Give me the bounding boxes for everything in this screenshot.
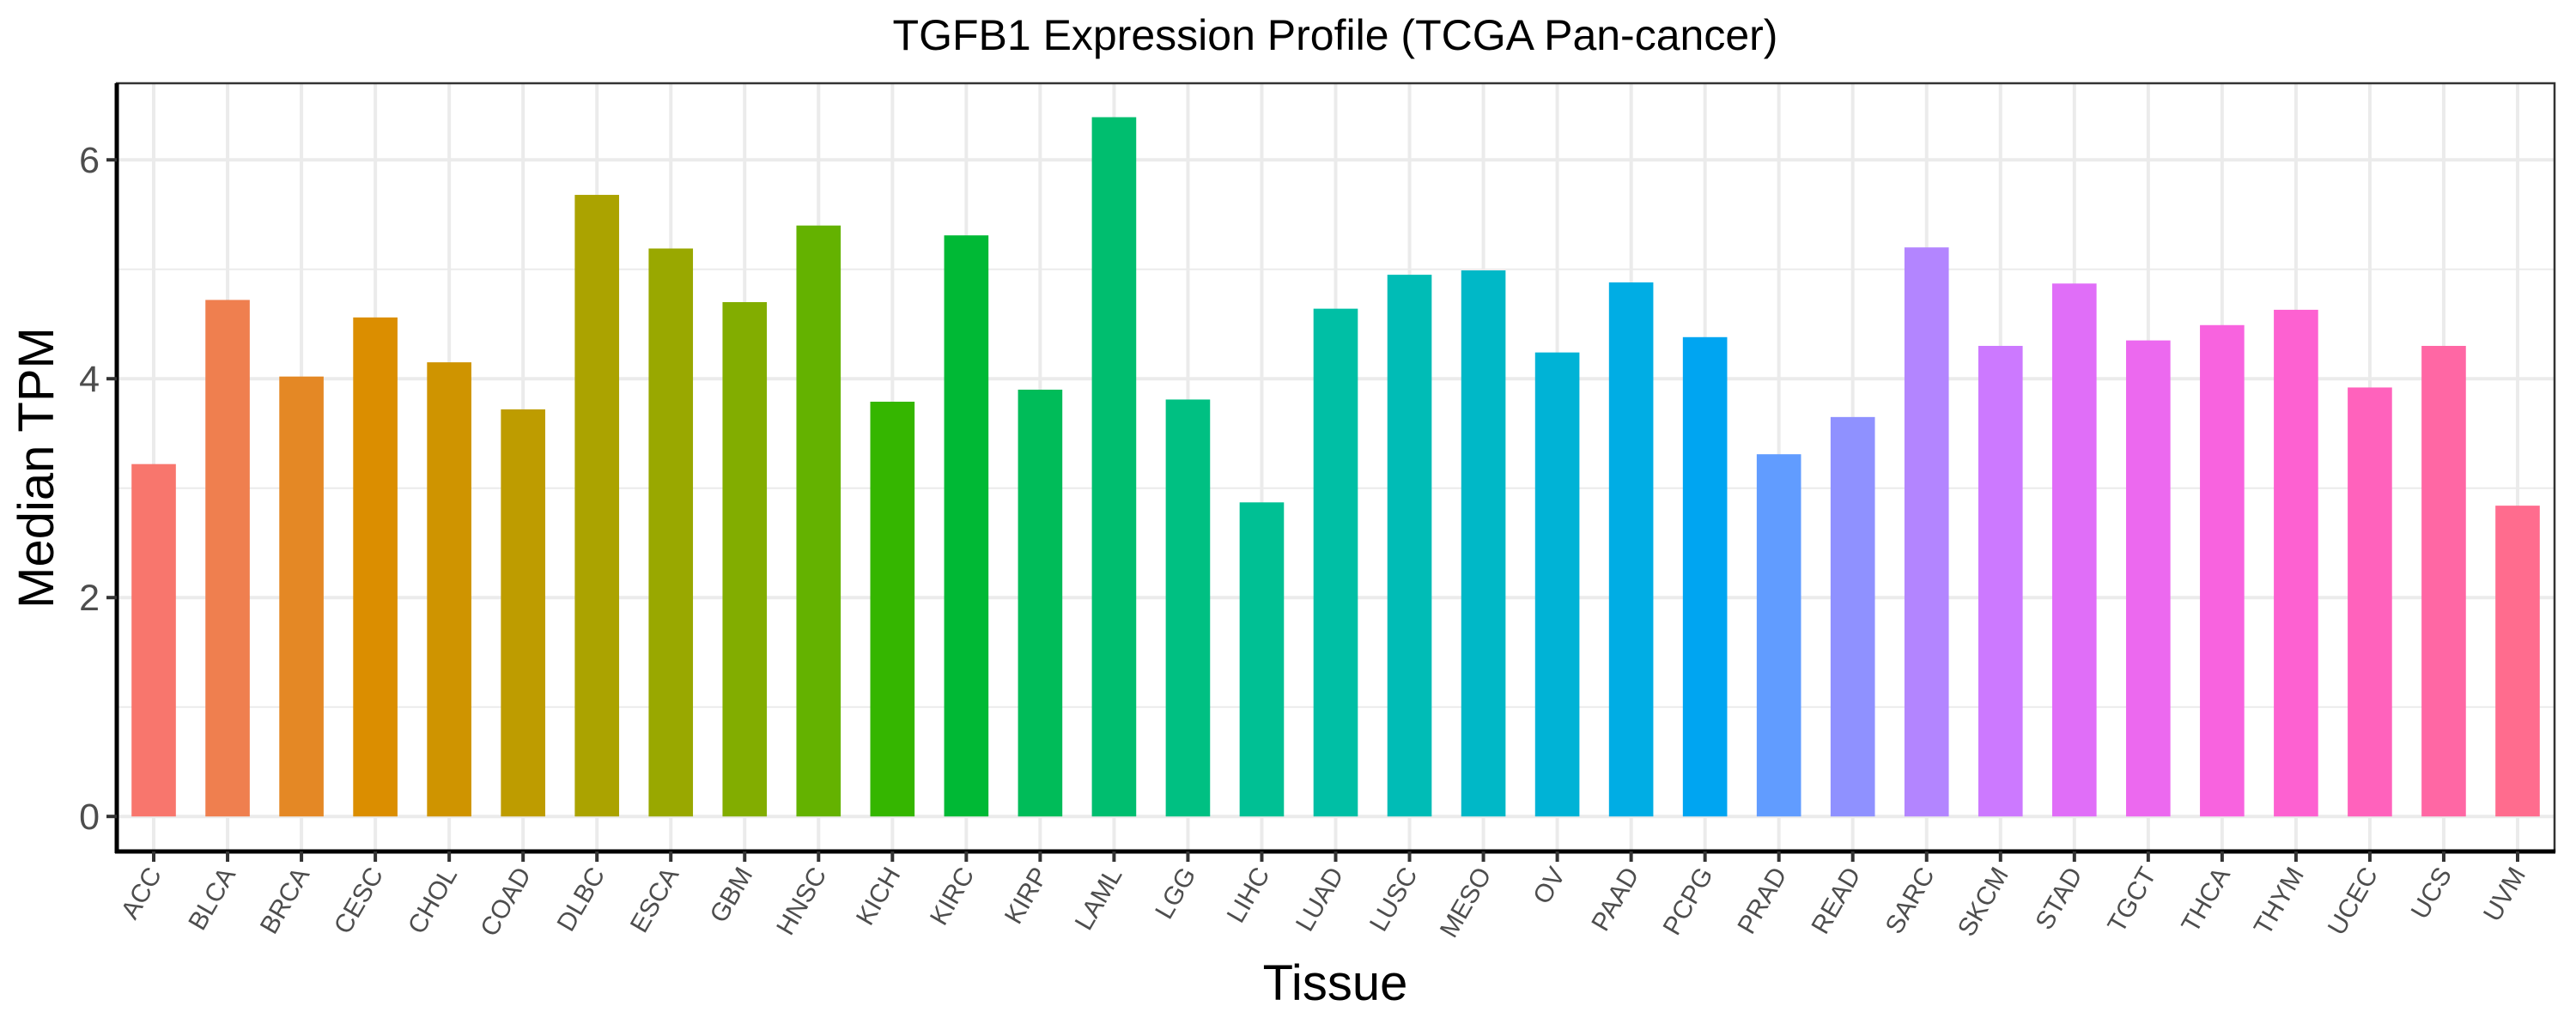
bar-paad <box>1608 282 1654 817</box>
chart-title: TGFB1 Expression Profile (TCGA Pan-cance… <box>893 11 1778 59</box>
bar-skcm <box>1978 345 2023 817</box>
bars <box>131 117 2540 817</box>
bar-lihc <box>1239 502 1285 817</box>
bar-ucs <box>2421 345 2466 817</box>
bar-uvm <box>2495 506 2540 817</box>
y-axis-title: Median TPM <box>9 327 64 609</box>
bar-laml <box>1091 117 1137 817</box>
bar-pcpg <box>1682 336 1728 817</box>
bar-coad <box>501 409 545 817</box>
bar-thym <box>2274 309 2318 817</box>
bar-dlbc <box>574 195 620 817</box>
bar-stad <box>2051 283 2097 817</box>
bar-blca <box>205 300 250 817</box>
bar-read <box>1830 416 1875 817</box>
bar-esca <box>648 248 694 817</box>
y-tick-label: 6 <box>79 140 100 181</box>
bar-lgg <box>1165 399 1211 817</box>
bar-thca <box>2200 324 2245 817</box>
y-axis-ticks: 0 2 4 6 <box>79 140 117 838</box>
bar-ov <box>1534 352 1580 817</box>
bar-tgct <box>2126 340 2171 817</box>
bar-luad <box>1313 308 1358 817</box>
bar-cesc <box>353 317 398 817</box>
bar-meso <box>1461 270 1506 817</box>
bar-kich <box>870 402 915 817</box>
y-tick-label: 0 <box>79 797 100 838</box>
bar-kirc <box>944 235 989 817</box>
bar-ucec <box>2348 387 2392 817</box>
bar-chol <box>427 362 471 817</box>
bar-brca <box>279 376 324 817</box>
bar-acc <box>131 464 176 817</box>
y-tick-label: 4 <box>79 359 100 400</box>
x-axis-title: Tissue <box>1263 955 1408 1011</box>
bar-kirp <box>1018 389 1063 817</box>
bar-lusc <box>1387 275 1432 817</box>
bar-hnsc <box>796 225 841 817</box>
y-tick-label: 2 <box>79 578 100 619</box>
bar-gbm <box>722 301 768 817</box>
bar-sarc <box>1904 247 1949 817</box>
bar-prad <box>1756 454 1801 817</box>
